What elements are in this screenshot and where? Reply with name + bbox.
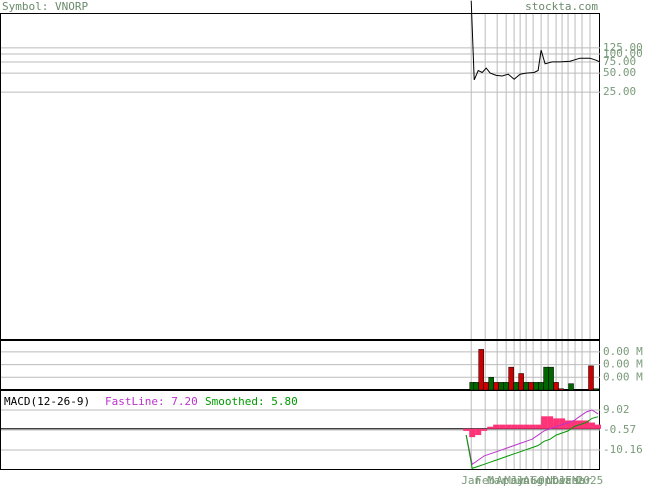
symbol: Symbol: VNORP	[2, 0, 88, 13]
volume-bar	[503, 382, 509, 391]
histogram-bar	[493, 424, 500, 429]
volume-bar	[553, 382, 559, 391]
y-tick-label: 25.00	[603, 85, 636, 98]
volume-bar	[483, 382, 489, 391]
x-tick-label: Jan	[558, 474, 578, 486]
series-line	[470, 0, 601, 81]
volume-bar	[518, 373, 524, 391]
panel-title: MACD(12-26-9)	[4, 395, 90, 408]
y-tick-label: 0.00 M	[603, 358, 643, 371]
histogram-bar	[463, 428, 470, 431]
histogram-bar	[571, 420, 578, 429]
x-tick-label: May	[504, 474, 524, 486]
y-tick-label: 75.00	[603, 55, 636, 68]
histogram-bar	[523, 424, 530, 429]
site: stockta.com	[525, 0, 598, 13]
histogram-bar	[583, 420, 590, 429]
legend-entry: Smoothed: 5.80	[205, 395, 298, 408]
histogram-bar	[565, 420, 572, 429]
x-tick-label: Nov	[546, 474, 566, 486]
x-tick-label: Feb	[475, 474, 495, 486]
histogram-bar	[547, 416, 554, 429]
x-tick-label: Mar	[572, 474, 592, 486]
histogram-bar	[541, 416, 548, 429]
histogram-bar	[535, 424, 542, 429]
x-tick-label: Jan	[461, 474, 481, 486]
series-line	[465, 416, 599, 470]
histogram-bar	[505, 424, 512, 429]
y-tick-label: 0.00 M	[603, 370, 643, 383]
volume-bar	[513, 382, 519, 391]
volume-bar	[533, 382, 539, 391]
histogram-bar	[559, 418, 566, 429]
y-tick-label: -10.16	[603, 443, 643, 456]
volume-bar	[478, 349, 484, 391]
volume-bar	[543, 366, 549, 391]
x-tick-label: Oct	[538, 474, 558, 486]
volume-bar	[528, 382, 534, 391]
volume-bar	[508, 366, 514, 391]
volume-bar	[493, 382, 499, 391]
legend-entry: FastLine: 7.20	[105, 395, 198, 408]
histogram-bar	[595, 424, 602, 429]
volume-bar	[523, 382, 529, 391]
histogram-bar	[475, 428, 482, 436]
histogram-bar	[553, 418, 560, 429]
histogram-bar	[487, 426, 494, 429]
volume-bar	[568, 383, 574, 391]
histogram-bar	[589, 422, 596, 429]
y-tick-label: 0.00 M	[603, 345, 643, 358]
volume-bar	[538, 382, 544, 391]
x-tick-label: Jul	[516, 474, 536, 486]
panel	[0, 13, 600, 340]
histogram-bar	[481, 428, 488, 431]
x-tick-label: Mar	[487, 474, 507, 486]
y-tick-label: 9.02	[603, 403, 630, 416]
y-tick-label: 125.00	[603, 41, 643, 54]
volume-bar	[488, 377, 494, 391]
x-tick-label: Sep	[531, 474, 551, 486]
histogram-bar	[511, 424, 518, 429]
series-line	[465, 409, 599, 466]
x-tick-label: Aug	[523, 474, 543, 486]
histogram-bar	[469, 428, 476, 438]
x-tick-label: Apr	[496, 474, 516, 486]
histogram-bar	[499, 424, 506, 429]
histogram-bar	[529, 424, 536, 429]
volume-bar	[558, 388, 564, 391]
x-tick-label: Feb	[565, 474, 585, 486]
volume-bar	[588, 365, 594, 391]
volume-bar	[473, 382, 479, 391]
x-tick-label: Jun	[510, 474, 530, 486]
x-tick-label: 2025	[577, 474, 604, 486]
x-tick-label: Dec	[552, 474, 572, 486]
y-tick-label: 50.00	[603, 66, 636, 79]
volume-bar	[498, 382, 504, 391]
volume-bar	[593, 388, 599, 391]
histogram-bar	[517, 424, 524, 429]
y-tick-label: -0.57	[603, 423, 636, 436]
y-tick-label: 100.00	[603, 47, 643, 60]
volume-bar	[548, 366, 554, 391]
